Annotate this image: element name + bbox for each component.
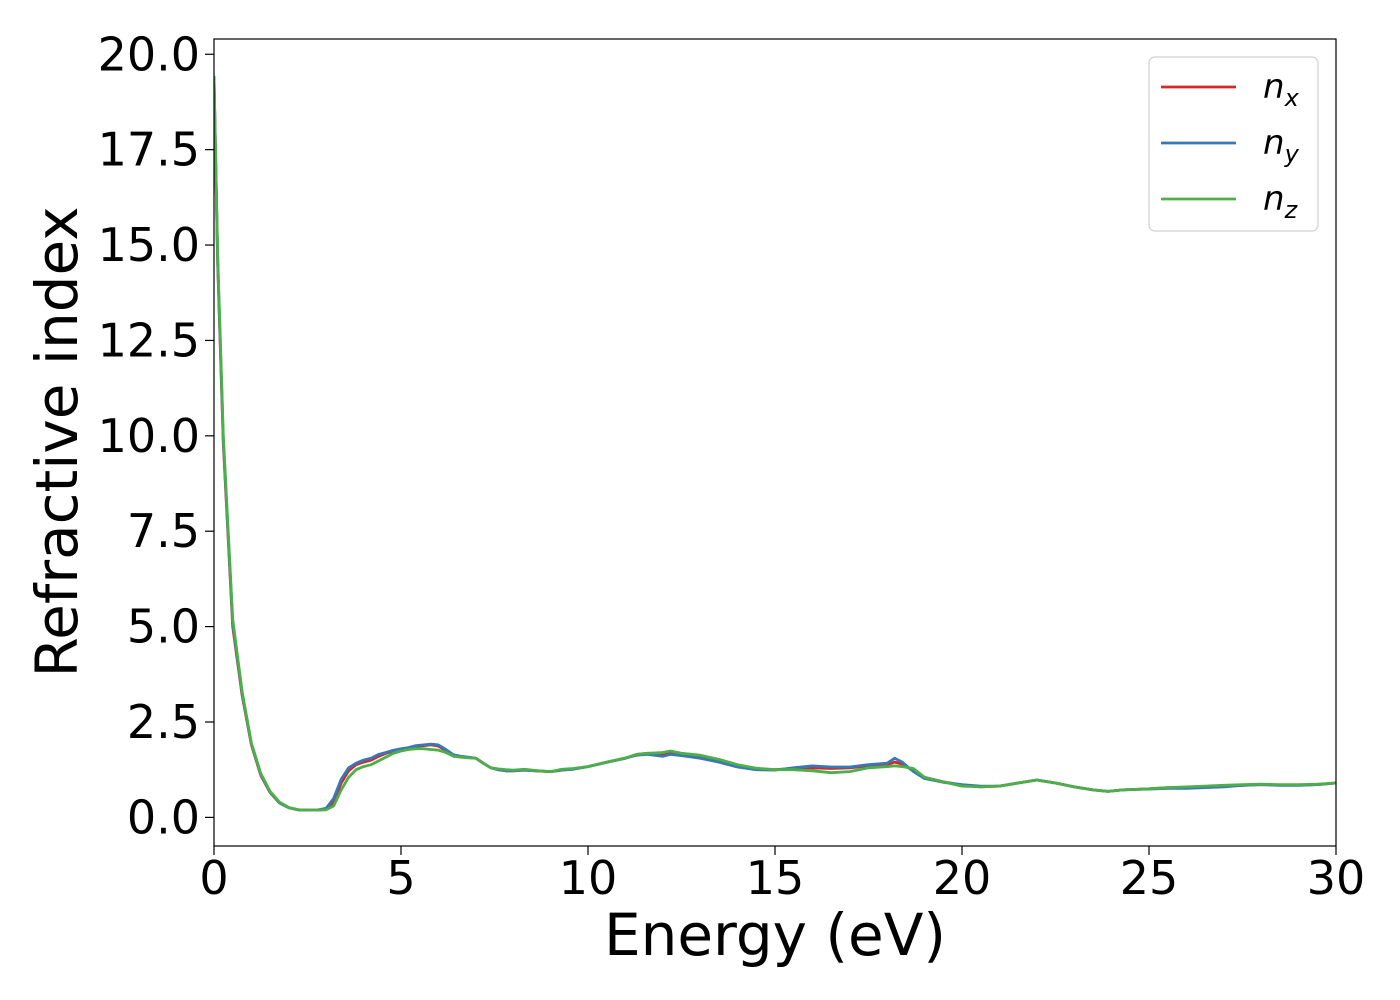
y-tick-label: 5.0 — [127, 600, 200, 654]
y-tick-label: 12.5 — [98, 313, 200, 367]
legend-label-subscript: x — [1284, 84, 1300, 112]
legend-label-subscript: y — [1284, 140, 1300, 168]
y-tick-label: 17.5 — [98, 123, 200, 177]
x-axis-ticks: 0 5 10 15 20 25 30 — [199, 846, 1365, 905]
x-axis-title: Energy (eV) — [604, 901, 946, 969]
y-tick-label: 0.0 — [127, 790, 200, 844]
legend-label-subscript: z — [1284, 196, 1299, 224]
legend-label-base: n — [1263, 179, 1285, 219]
x-tick-label: 15 — [746, 851, 805, 905]
x-tick-label: 0 — [199, 851, 228, 905]
legend-label-z: nz — [1263, 179, 1299, 224]
y-tick-label: 7.5 — [127, 504, 200, 558]
x-tick-label: 10 — [559, 851, 618, 905]
x-tick-label: 30 — [1307, 851, 1366, 905]
series-line-z — [214, 75, 1336, 812]
y-axis-title: Refractive index — [23, 206, 91, 677]
y-tick-label: 2.5 — [127, 695, 200, 749]
legend-label-y: ny — [1263, 123, 1300, 168]
legend-label-base: n — [1263, 123, 1285, 163]
x-tick-label: 25 — [1120, 851, 1179, 905]
y-tick-label: 15.0 — [98, 218, 200, 272]
x-tick-label: 20 — [933, 851, 992, 905]
y-tick-label: 20.0 — [98, 27, 200, 81]
y-axis-ticks: 0.0 2.5 5.0 7.5 10.0 12.5 15.0 17.5 20.0 — [98, 27, 214, 844]
x-tick-label: 5 — [386, 851, 415, 905]
legend-label-x: nx — [1263, 67, 1300, 112]
legend-label-base: n — [1263, 67, 1285, 107]
series-layer — [214, 75, 1336, 812]
y-tick-label: 10.0 — [98, 409, 200, 463]
